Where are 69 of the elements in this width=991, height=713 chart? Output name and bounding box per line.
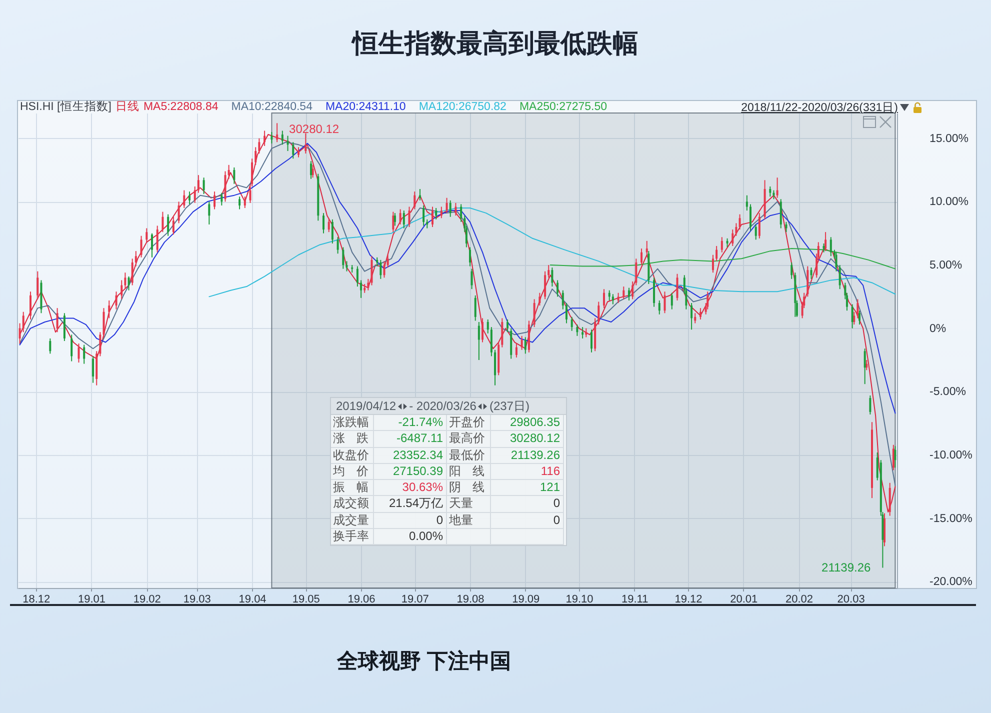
annotation: 30.63%	[374, 480, 447, 496]
annotation: 0	[491, 496, 564, 513]
x-tick-label: 19.10	[566, 594, 594, 606]
annotation: 116	[491, 464, 564, 480]
x-tick-label: 19.04	[238, 594, 266, 606]
annotation: 21.54万亿	[374, 496, 447, 513]
x-tick-label: 19.02	[133, 594, 161, 606]
chart-title: 恒生指数最高到最低跌幅	[350, 27, 640, 59]
y-tick-label: -15.00%	[930, 512, 972, 525]
annotation: 0	[374, 512, 447, 530]
y-tick-label: -20.00%	[930, 576, 972, 588]
annotation: 29806.35	[491, 415, 564, 432]
annotation: 收盘价	[331, 448, 374, 464]
annotation: (237日)	[489, 398, 530, 414]
annotation: 23352.34	[374, 448, 447, 464]
annotation: 30280.12	[289, 122, 340, 136]
annotation: 天量	[447, 496, 491, 513]
x-tick-label: 19.06	[348, 594, 376, 606]
annotation: 开盘价	[447, 415, 491, 432]
annotation: 涨跌幅	[331, 415, 374, 432]
annotation: 换手率	[331, 529, 374, 546]
text: MA20:24311.10	[325, 100, 406, 115]
text: MA10:22840.54	[231, 100, 312, 115]
x-tick-label: 20.02	[785, 594, 814, 606]
annotation: 0	[491, 512, 564, 530]
x-tick-label: 19.09	[512, 594, 540, 606]
y-tick-label: 5.00%	[930, 260, 962, 272]
text: MA120:26750.82	[418, 100, 506, 115]
annotation: 涨 跌	[331, 431, 374, 448]
annotation: 阴 线	[447, 480, 491, 496]
annotation: - 2020/03/26	[409, 398, 476, 414]
x-tick-label: 19.01	[78, 594, 106, 606]
annotation: 均 价	[331, 464, 374, 480]
annotation: 30280.12	[491, 431, 564, 448]
x-tick-label: 19.03	[183, 594, 211, 606]
annotation: 21139.26	[491, 448, 564, 464]
annotation: -6487.11	[374, 431, 447, 448]
annotation: 最高价	[447, 431, 491, 448]
x-tick-label: 18.12	[22, 594, 50, 606]
x-tick-label: 19.07	[401, 594, 429, 606]
x-tick-label: 19.05	[292, 594, 320, 606]
annotation: -21.74%	[374, 415, 447, 432]
annotation: 0.00%	[374, 529, 447, 546]
y-tick-label: -10.00%	[930, 450, 972, 462]
annotation: 21139.26	[822, 560, 872, 575]
y-tick-label: -5.00%	[930, 386, 966, 398]
x-tick-label: 19.12	[674, 594, 702, 606]
annotation: 成交量	[331, 512, 374, 530]
x-tick-label: 20.03	[837, 594, 865, 606]
annotation: 2019/04/12	[336, 398, 396, 414]
chart-subtitle: HSI.HI [恒生指数]	[20, 100, 112, 115]
text: 日线	[115, 100, 140, 115]
annotation: 地量	[447, 512, 491, 530]
annotation: 振 幅	[331, 480, 374, 496]
y-tick-label: 10.00%	[930, 196, 969, 208]
text: 全球视野 下注中国	[337, 648, 511, 675]
annotation: 2018/11/22-2020/03/26(331日)	[741, 101, 898, 115]
text: MA5:22808.84	[143, 100, 218, 115]
x-tick-label: 20.01	[730, 594, 758, 606]
y-tick-label: 15.00%	[930, 132, 969, 145]
x-tick-label: 19.11	[622, 594, 648, 606]
annotation: 阳 线	[447, 464, 491, 480]
x-tick-label: 19.08	[456, 594, 484, 606]
text: MA250:27275.50	[519, 100, 608, 115]
y-tick-label: 0%	[930, 322, 946, 335]
annotation: 成交额	[331, 496, 374, 513]
annotation: 27150.39	[374, 464, 447, 480]
annotation: 121	[491, 480, 564, 496]
annotation: 最低价	[447, 448, 491, 464]
